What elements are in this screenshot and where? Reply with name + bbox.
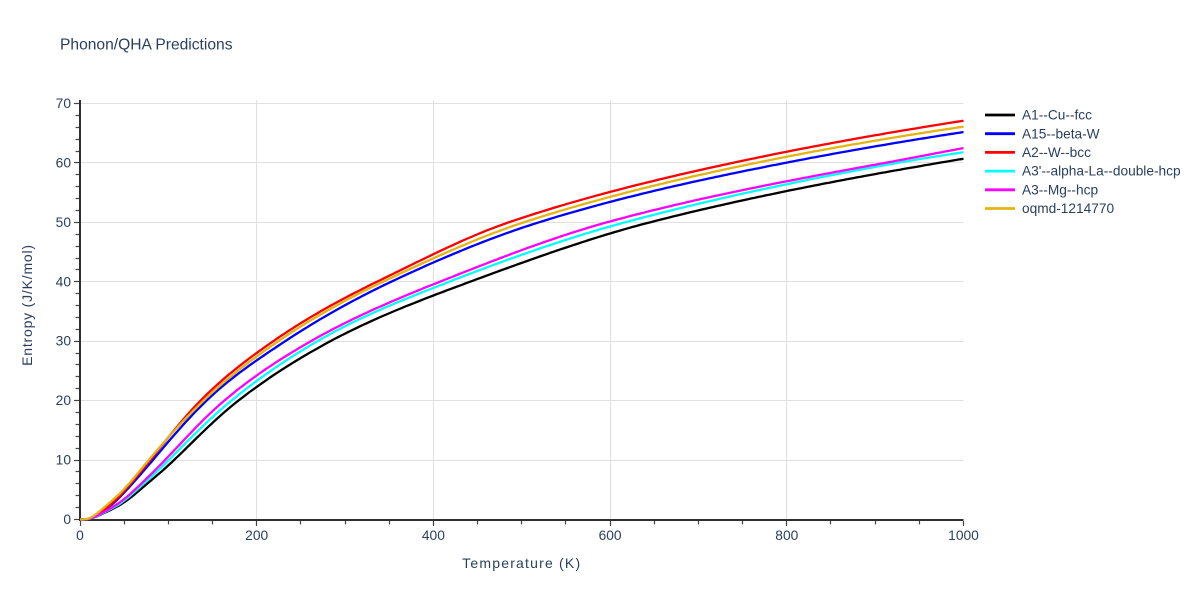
svg-text:oqmd-1214770: oqmd-1214770 — [1022, 201, 1114, 216]
svg-text:Temperature (K): Temperature (K) — [462, 555, 581, 571]
svg-text:50: 50 — [56, 215, 72, 230]
svg-text:20: 20 — [56, 393, 72, 408]
svg-text:A3'--alpha-La--double-hcp: A3'--alpha-La--double-hcp — [1022, 164, 1181, 179]
svg-text:70: 70 — [56, 96, 72, 111]
svg-text:40: 40 — [56, 274, 72, 289]
svg-text:10: 10 — [56, 453, 72, 468]
svg-text:600: 600 — [599, 528, 622, 543]
svg-text:0: 0 — [76, 528, 84, 543]
svg-text:A3--Mg--hcp: A3--Mg--hcp — [1022, 182, 1098, 197]
svg-text:0: 0 — [63, 512, 71, 527]
svg-text:200: 200 — [245, 528, 268, 543]
svg-text:A15--beta-W: A15--beta-W — [1022, 126, 1100, 141]
svg-text:400: 400 — [422, 528, 445, 543]
svg-text:A2--W--bcc: A2--W--bcc — [1022, 145, 1091, 160]
svg-text:Phonon/QHA Predictions: Phonon/QHA Predictions — [60, 37, 233, 54]
svg-text:800: 800 — [775, 528, 798, 543]
svg-text:Entropy (J/K/mol): Entropy (J/K/mol) — [19, 244, 35, 366]
svg-text:A1--Cu--fcc: A1--Cu--fcc — [1022, 108, 1092, 123]
svg-text:60: 60 — [56, 155, 72, 170]
svg-text:30: 30 — [56, 334, 72, 349]
svg-text:1000: 1000 — [948, 528, 979, 543]
